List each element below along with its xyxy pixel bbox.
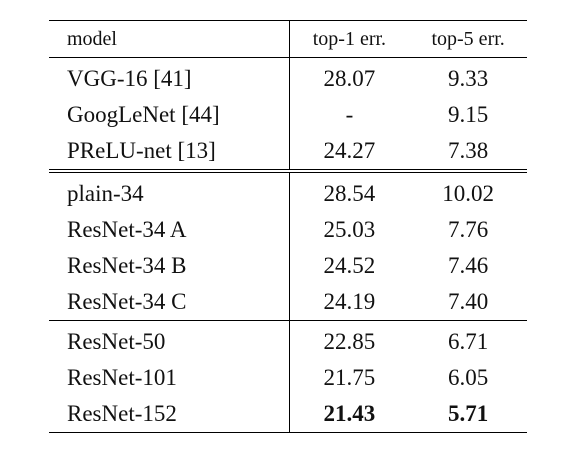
top5-cell: 9.33 [448, 66, 489, 91]
table-row: VGG-16 [41] 28.07 9.33 [49, 57, 527, 97]
table-row: ResNet-101 21.75 6.05 [49, 360, 527, 396]
results-table: model top-1 err. top-5 err. VGG-16 [41] … [49, 20, 527, 433]
table-row: GoogLeNet [44] - 9.15 [49, 97, 527, 133]
header-top1-error: top-1 err. [289, 20, 410, 58]
model-cell: plain-34 [49, 171, 290, 212]
model-cell: ResNet-50 [49, 320, 290, 360]
model-cell: ResNet-34 A [49, 212, 290, 248]
table-row: plain-34 28.54 10.02 [49, 171, 527, 212]
top1-cell: 28.54 [323, 181, 376, 206]
table-row: ResNet-34 A 25.03 7.76 [49, 212, 527, 248]
top1-cell: 28.07 [323, 66, 376, 91]
model-cell: GoogLeNet [44] [49, 97, 290, 133]
top5-cell: 9.15 [448, 102, 489, 127]
model-cell: ResNet-101 [49, 360, 290, 396]
top5-cell: 7.38 [409, 133, 527, 173]
top1-cell-best: 21.43 [289, 396, 410, 433]
top1-cell: - [345, 102, 354, 127]
top5-cell: 7.76 [448, 217, 489, 242]
top1-cell: 24.52 [323, 253, 376, 278]
top5-cell: 6.71 [448, 329, 489, 354]
table-row: ResNet-34 C 24.19 7.40 [49, 284, 527, 321]
header-row: model top-1 err. top-5 err. [49, 20, 527, 58]
top1-cell: 21.75 [323, 365, 376, 390]
top5-cell: 10.02 [442, 181, 494, 206]
table-row: ResNet-50 22.85 6.71 [49, 320, 527, 360]
top1-cell: 25.03 [323, 217, 376, 242]
table-row: ResNet-34 B 24.52 7.46 [49, 248, 527, 284]
model-cell: ResNet-152 [49, 396, 290, 433]
top5-cell: 7.40 [409, 284, 527, 321]
model-cell: ResNet-34 B [49, 248, 290, 284]
table-row: PReLU-net [13] 24.27 7.38 [49, 133, 527, 173]
top5-cell: 7.46 [448, 253, 489, 278]
results-table-container: model top-1 err. top-5 err. VGG-16 [41] … [49, 20, 527, 433]
top5-cell: 6.05 [448, 365, 489, 390]
header-model: model [49, 20, 290, 58]
top1-cell: 24.27 [289, 133, 410, 173]
model-cell: VGG-16 [41] [49, 57, 290, 97]
model-cell: PReLU-net [13] [49, 133, 290, 173]
top5-cell-best: 5.71 [409, 396, 527, 433]
header-top5-error: top-5 err. [409, 20, 527, 58]
table-row: ResNet-152 21.43 5.71 [49, 396, 527, 433]
model-cell: ResNet-34 C [49, 284, 290, 321]
top1-cell: 22.85 [323, 329, 376, 354]
top1-cell: 24.19 [289, 284, 410, 321]
